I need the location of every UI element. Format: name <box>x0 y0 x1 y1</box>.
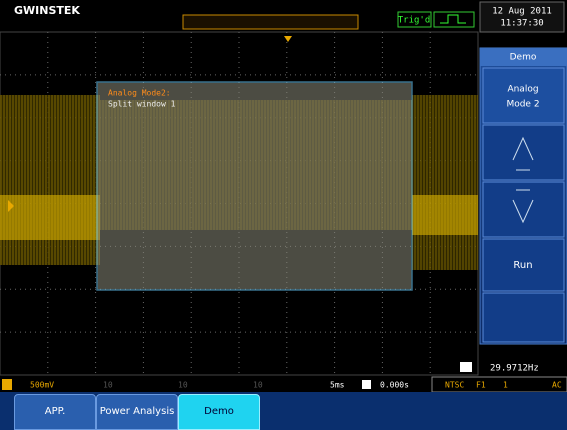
trigger-status: Trig'd <box>398 16 431 26</box>
waveform <box>412 95 478 270</box>
trigger-edge <box>433 11 475 28</box>
ch2-scale: 10 <box>103 381 113 390</box>
menu-item-value: Mode 2 <box>506 100 539 110</box>
bottom-button[interactable]: APP. <box>14 394 96 430</box>
menu-empty[interactable] <box>482 292 565 343</box>
menu-title-bg <box>480 48 567 66</box>
h-icon <box>362 380 371 389</box>
menu-run[interactable] <box>482 238 565 292</box>
coupling: AC <box>552 381 562 390</box>
waveform <box>0 195 100 240</box>
trigger-box <box>397 11 432 28</box>
bottom-button[interactable]: Power Analysis <box>96 394 178 430</box>
waveform <box>412 195 478 235</box>
logo: GWINSTEK <box>14 4 80 17</box>
menu-title: Demo <box>510 53 537 63</box>
frequency: 29.9712Hz <box>490 364 539 374</box>
h-position: 0.000s <box>380 381 409 390</box>
ch1-icon <box>2 379 12 390</box>
run-label: Run <box>513 260 532 271</box>
edge-icon <box>440 14 466 24</box>
ch3-scale: 10 <box>178 381 188 390</box>
menu-down[interactable] <box>482 181 565 238</box>
menu-up[interactable] <box>482 124 565 181</box>
menu-item-label: Analog <box>507 85 538 95</box>
ch4-scale: 10 <box>253 381 263 390</box>
menu-item[interactable] <box>482 67 565 124</box>
bottom-button[interactable]: Demo <box>178 394 260 430</box>
trigger-marker <box>284 36 292 42</box>
clock-box <box>479 1 565 33</box>
graticule <box>0 32 478 375</box>
trigger-line: 1 <box>503 381 508 390</box>
ch1-scale: 500mV <box>30 381 54 390</box>
up-arrow <box>512 136 534 171</box>
trigger-field: F1 <box>476 381 486 390</box>
trigger-source: NTSC <box>445 381 464 390</box>
date: 12 Aug 2011 <box>492 7 552 17</box>
freq-icon <box>460 362 472 372</box>
timebase: 5ms <box>330 381 345 390</box>
overlay-subtitle: Split window 1 <box>108 100 176 109</box>
down-arrow <box>512 189 534 224</box>
time: 11:37:30 <box>500 19 543 29</box>
ch1-marker <box>8 200 14 212</box>
overlay-window <box>96 81 413 291</box>
memory-bar <box>182 14 359 30</box>
overlay-title: Analog Mode2: <box>108 89 171 98</box>
status-bar <box>0 377 567 392</box>
